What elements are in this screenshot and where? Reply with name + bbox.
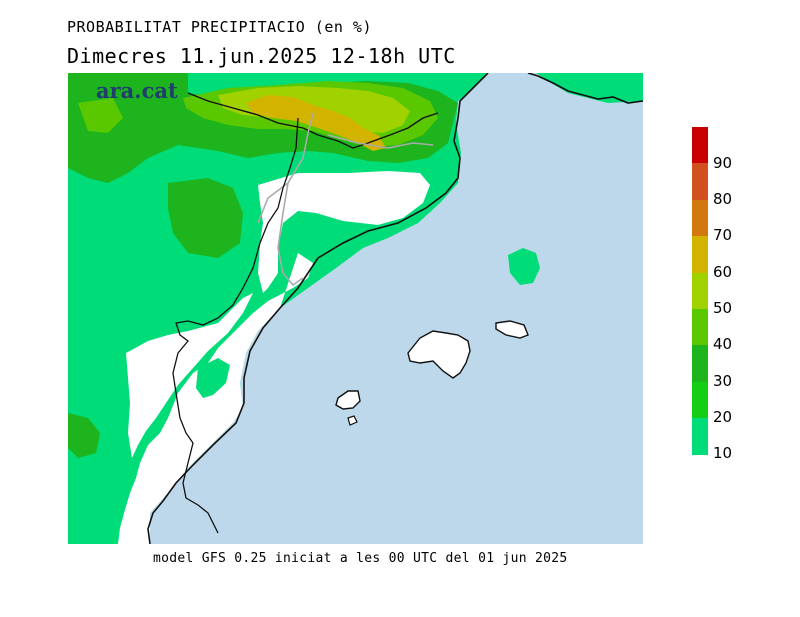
scale-segment-60: [692, 236, 708, 273]
scale-segment-20: [692, 381, 708, 419]
border-france: [187, 92, 439, 149]
border-aragon: [172, 117, 299, 534]
sea-area: [148, 73, 643, 544]
chart-title: PROBABILITAT PRECIPITACIO (en %): [67, 18, 372, 36]
scale-label-60: 60: [713, 263, 733, 281]
scale-label-20: 20: [713, 408, 733, 426]
scale-label-70: 70: [713, 226, 733, 244]
color-scale: [692, 127, 708, 455]
scale-segment-90: [692, 127, 708, 164]
scale-label-90: 90: [713, 154, 733, 172]
scale-label-30: 30: [713, 372, 733, 390]
dry-area-south: [118, 253, 313, 544]
brand-logo: ara.cat: [96, 78, 178, 103]
scale-segment-10: [692, 418, 708, 455]
scale-segment-50: [692, 272, 708, 309]
model-footer: model GFS 0.25 iniciat a les 00 UTC del …: [153, 551, 568, 566]
scale-segment-70: [692, 199, 708, 237]
contour-60: [246, 95, 386, 151]
scale-segment-30: [692, 345, 708, 382]
island-menorca: [495, 320, 529, 339]
scale-label-10: 10: [713, 444, 733, 462]
forecast-date: Dimecres 11.jun.2025 12-18h UTC: [67, 44, 456, 68]
scale-segment-40: [692, 308, 708, 346]
coastline: [147, 73, 643, 544]
scale-label-40: 40: [713, 335, 733, 353]
scale-label-80: 80: [713, 190, 733, 208]
region-border: [257, 112, 434, 287]
island-mallorca: [407, 330, 471, 379]
precipitation-map: [68, 73, 643, 544]
dry-area-north: [258, 171, 430, 293]
scale-segment-80: [692, 163, 708, 200]
scale-label-50: 50: [713, 299, 733, 317]
island-ibiza: [335, 390, 361, 410]
